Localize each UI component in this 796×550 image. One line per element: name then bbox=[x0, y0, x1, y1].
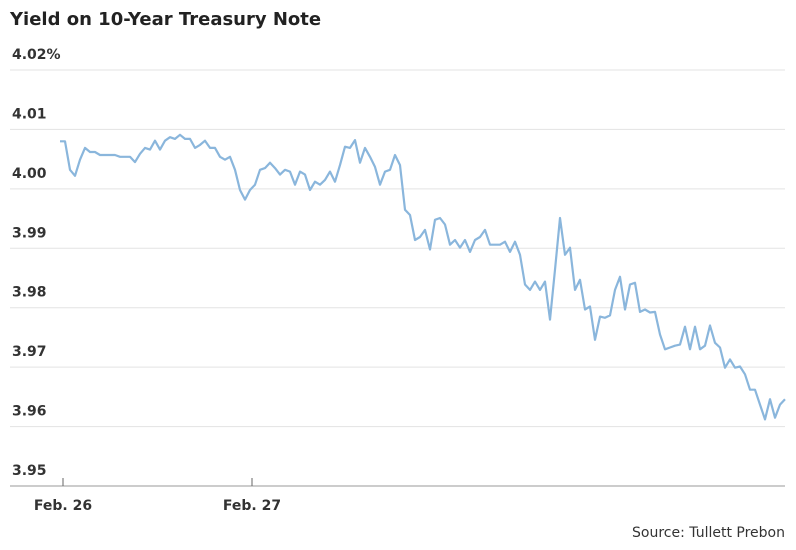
y-tick-label: 4.02% bbox=[12, 47, 61, 63]
x-tick-label: Feb. 27 bbox=[223, 498, 281, 514]
y-tick-label: 3.97 bbox=[12, 344, 47, 360]
chart-title: Yield on 10-Year Treasury Note bbox=[9, 9, 321, 30]
y-tick-label: 3.96 bbox=[12, 404, 47, 420]
line-series bbox=[60, 133, 786, 421]
y-tick-label: 3.99 bbox=[12, 225, 47, 241]
y-tick-label: 3.98 bbox=[12, 285, 47, 301]
y-tick-label: 4.01 bbox=[12, 106, 47, 122]
source: Source: Tullett Prebon bbox=[632, 525, 785, 541]
x-tick-label: Feb. 26 bbox=[34, 498, 92, 514]
y-tick-label: 4.00 bbox=[12, 166, 47, 182]
y-tick-label: 3.95 bbox=[12, 463, 47, 479]
